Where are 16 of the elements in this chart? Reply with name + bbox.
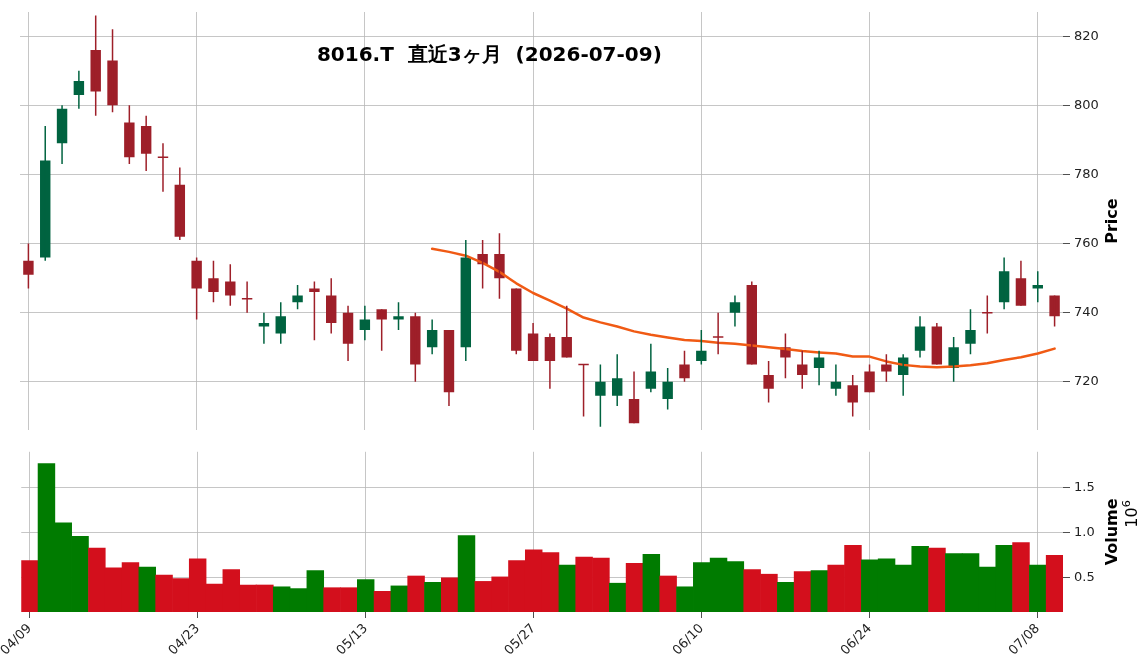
- y-tick-label: 1.5: [1074, 479, 1095, 495]
- y-tick-label: 740: [1074, 304, 1099, 320]
- candlestick: [712, 312, 724, 355]
- y-axis-title: Price: [1102, 198, 1122, 244]
- y-tick-label: 760: [1074, 234, 1099, 250]
- text: 8016.T 直近3ヶ月 (2026-07-09): [316, 42, 662, 67]
- candlestick: [157, 143, 169, 192]
- candlestick: [241, 281, 253, 313]
- y-tick-label: 780: [1074, 165, 1099, 181]
- y-tick-label: 1.0: [1074, 524, 1095, 540]
- y-tick-label: 720: [1074, 373, 1099, 389]
- y-tick-label: 0.5: [1074, 569, 1095, 585]
- y-tick-label: 820: [1074, 27, 1099, 43]
- text: 106: [1119, 500, 1142, 528]
- y-tick-label: 800: [1074, 96, 1099, 112]
- y-axis-title: Volume: [1102, 498, 1122, 566]
